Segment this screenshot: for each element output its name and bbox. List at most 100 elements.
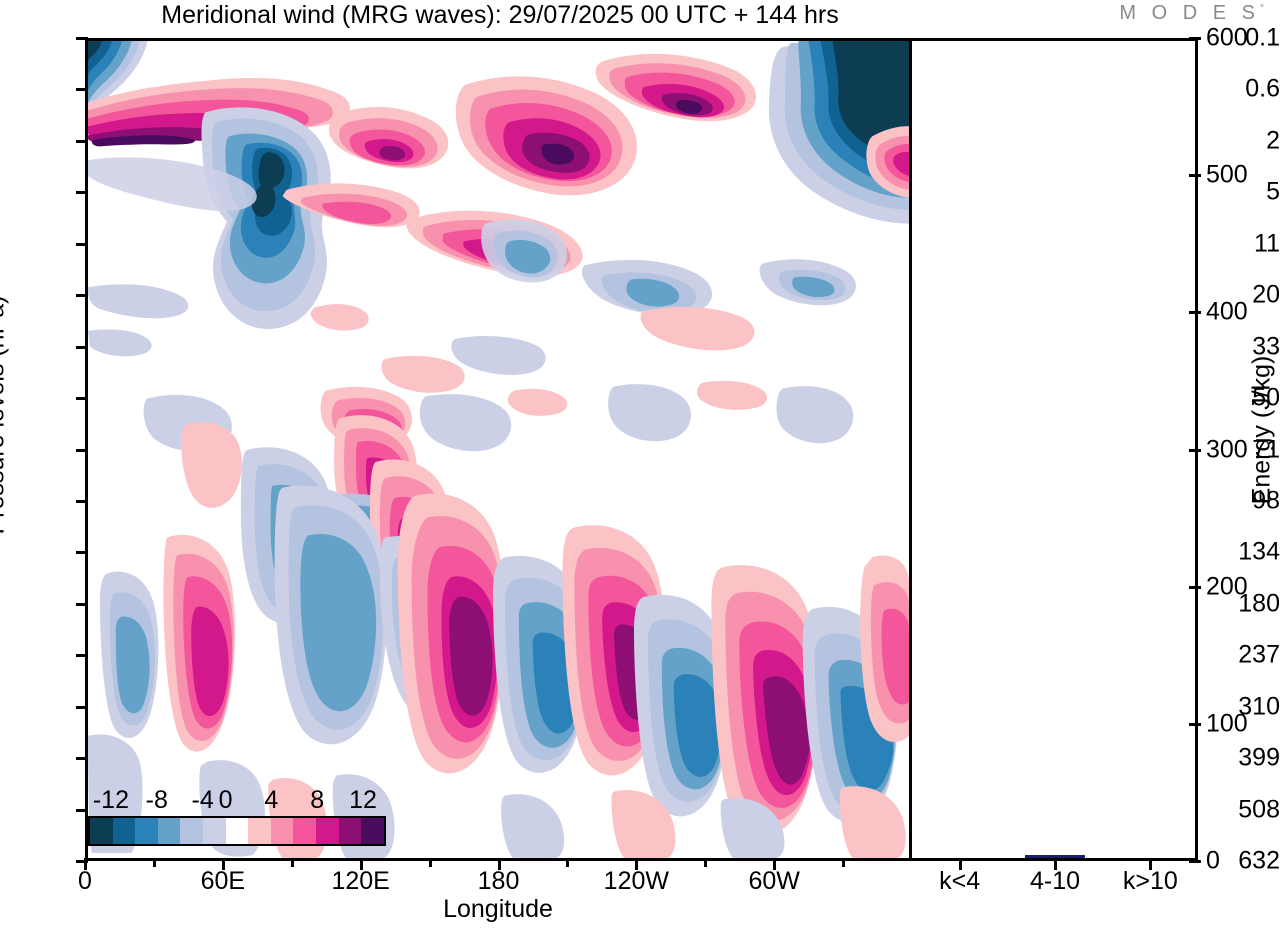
- energy-tick-mark: [1189, 860, 1201, 863]
- modes-logo: M O D E S°: [1119, 2, 1264, 25]
- pressure-tick-label: 2: [1266, 126, 1280, 155]
- colorbar-swatch: [135, 818, 158, 844]
- longitude-minor-tick: [566, 858, 570, 867]
- pressure-tick-mark: [76, 88, 88, 92]
- pressure-tick-mark: [76, 551, 88, 555]
- longitude-tick-mark: [773, 858, 777, 870]
- colorbar-swatch: [180, 818, 204, 844]
- longitude-tick-label: 120E: [331, 867, 390, 895]
- pressure-tick-label: 134: [1238, 537, 1280, 566]
- pressure-tick-label: 98: [1252, 486, 1280, 515]
- longitude-tick-label: 120W: [603, 867, 669, 895]
- pressure-tick-label: 310: [1238, 692, 1280, 721]
- energy-tick-label: 600: [1206, 23, 1248, 52]
- energy-tick-label: 500: [1206, 160, 1248, 189]
- modes-logo-text: M O D E S: [1119, 2, 1260, 24]
- colorbar-tick-label: 12: [349, 786, 377, 814]
- colorbar-swatch: [203, 818, 226, 844]
- energy-tick-mark: [1189, 722, 1201, 726]
- colorbar-swatch: [361, 818, 384, 844]
- pressure-tick-mark: [76, 448, 88, 452]
- colorbar-tick-label: -12: [92, 786, 129, 814]
- pressure-tick-mark: [76, 654, 88, 658]
- energy-category-tick: [1149, 858, 1153, 870]
- longitude-tick-label: 60W: [748, 867, 800, 895]
- contour-panel: [85, 38, 912, 861]
- pressure-tick-mark: [76, 499, 88, 503]
- longitude-tick-mark: [497, 858, 501, 870]
- colorbar-swatch: [293, 818, 317, 844]
- longitude-tick-label: 0: [78, 867, 92, 895]
- energy-axis-label: Energy (J/kg): [1247, 355, 1276, 505]
- colorbar-swatch: [316, 818, 339, 844]
- pressure-tick-label: 0.1: [1245, 23, 1280, 52]
- colorbar-swatch: [90, 818, 113, 844]
- colorbar-swatches: [88, 816, 386, 846]
- pressure-tick-label: 33: [1252, 332, 1280, 361]
- pressure-tick-mark: [76, 397, 88, 401]
- pressure-tick-mark: [76, 705, 88, 709]
- energy-category-label: 4-10: [1029, 867, 1081, 895]
- colorbar-tick-label: 8: [310, 786, 325, 814]
- pressure-tick-mark: [76, 757, 88, 761]
- energy-tick-label: 100: [1206, 709, 1248, 738]
- longitude-tick-mark: [221, 858, 225, 870]
- longitude-tick-mark: [635, 858, 639, 870]
- energy-panel: [912, 38, 1198, 861]
- colorbar-tick-labels: -12 -8 -4 0 4 8 12: [88, 786, 386, 816]
- pressure-tick-mark: [76, 860, 88, 863]
- longitude-tick-label: 180: [477, 867, 520, 895]
- colorbar-swatch: [112, 818, 136, 844]
- page-title: Meridional wind (MRG waves): 29/07/2025 …: [161, 1, 839, 29]
- pressure-tick-mark: [76, 808, 88, 812]
- longitude-minor-tick: [152, 858, 156, 867]
- y-axis-label: Pressure levels (hPa): [0, 295, 10, 535]
- pressure-tick-label: 237: [1238, 640, 1280, 669]
- x-axis-label: Longitude: [443, 895, 553, 923]
- pressure-tick-label: 5: [1266, 177, 1280, 206]
- pressure-tick-mark: [76, 191, 88, 195]
- pressure-tick-mark: [76, 602, 88, 606]
- colorbar-tick-label: 0: [218, 786, 233, 814]
- longitude-tick-mark: [84, 858, 87, 870]
- colorbar-swatch: [157, 818, 181, 844]
- pressure-tick-label: 20: [1252, 280, 1280, 309]
- energy-tick-mark: [1189, 585, 1201, 589]
- pressure-tick-mark: [76, 242, 88, 246]
- energy-category-label: k<4: [939, 867, 981, 895]
- pressure-tick-label: 0.6: [1245, 74, 1280, 103]
- longitude-minor-tick: [290, 858, 294, 867]
- colorbar-swatch: [248, 818, 271, 844]
- energy-tick-label: 200: [1206, 572, 1248, 601]
- energy-bar: [1025, 855, 1085, 858]
- energy-category-tick: [958, 858, 962, 870]
- energy-tick-mark: [1189, 37, 1201, 40]
- longitude-tick-mark: [359, 858, 363, 870]
- pressure-tick-label: 11: [1254, 229, 1280, 258]
- colorbar-swatch: [338, 818, 362, 844]
- colorbar: -12 -8 -4 0 4 8 12: [88, 786, 386, 846]
- pressure-tick-mark: [76, 294, 88, 298]
- energy-tick-mark: [1189, 448, 1201, 452]
- pressure-tick-label: 50: [1252, 383, 1280, 412]
- pressure-tick-mark: [76, 345, 88, 349]
- meridional-wind-contours: [88, 41, 909, 858]
- pressure-tick-label: 399: [1238, 743, 1280, 772]
- pressure-tick-label: 632: [1238, 846, 1280, 875]
- energy-tick-mark: [1189, 174, 1201, 178]
- pressure-tick-label: 508: [1238, 795, 1280, 824]
- modes-logo-degree: °: [1260, 3, 1264, 15]
- pressure-tick-mark: [76, 139, 88, 143]
- pressure-tick-mark: [76, 37, 88, 40]
- energy-tick-label: 0: [1206, 846, 1220, 875]
- longitude-minor-tick: [704, 858, 708, 867]
- energy-category-tick: [1054, 858, 1057, 870]
- energy-tick-mark: [1189, 311, 1201, 315]
- colorbar-tick-label: -4: [191, 786, 214, 814]
- energy-tick-label: 400: [1206, 297, 1248, 326]
- colorbar-tick-label: 4: [264, 786, 279, 814]
- colorbar-swatch: [225, 818, 249, 844]
- pressure-tick-label: 71: [1252, 435, 1280, 463]
- colorbar-tick-label: -8: [145, 786, 168, 814]
